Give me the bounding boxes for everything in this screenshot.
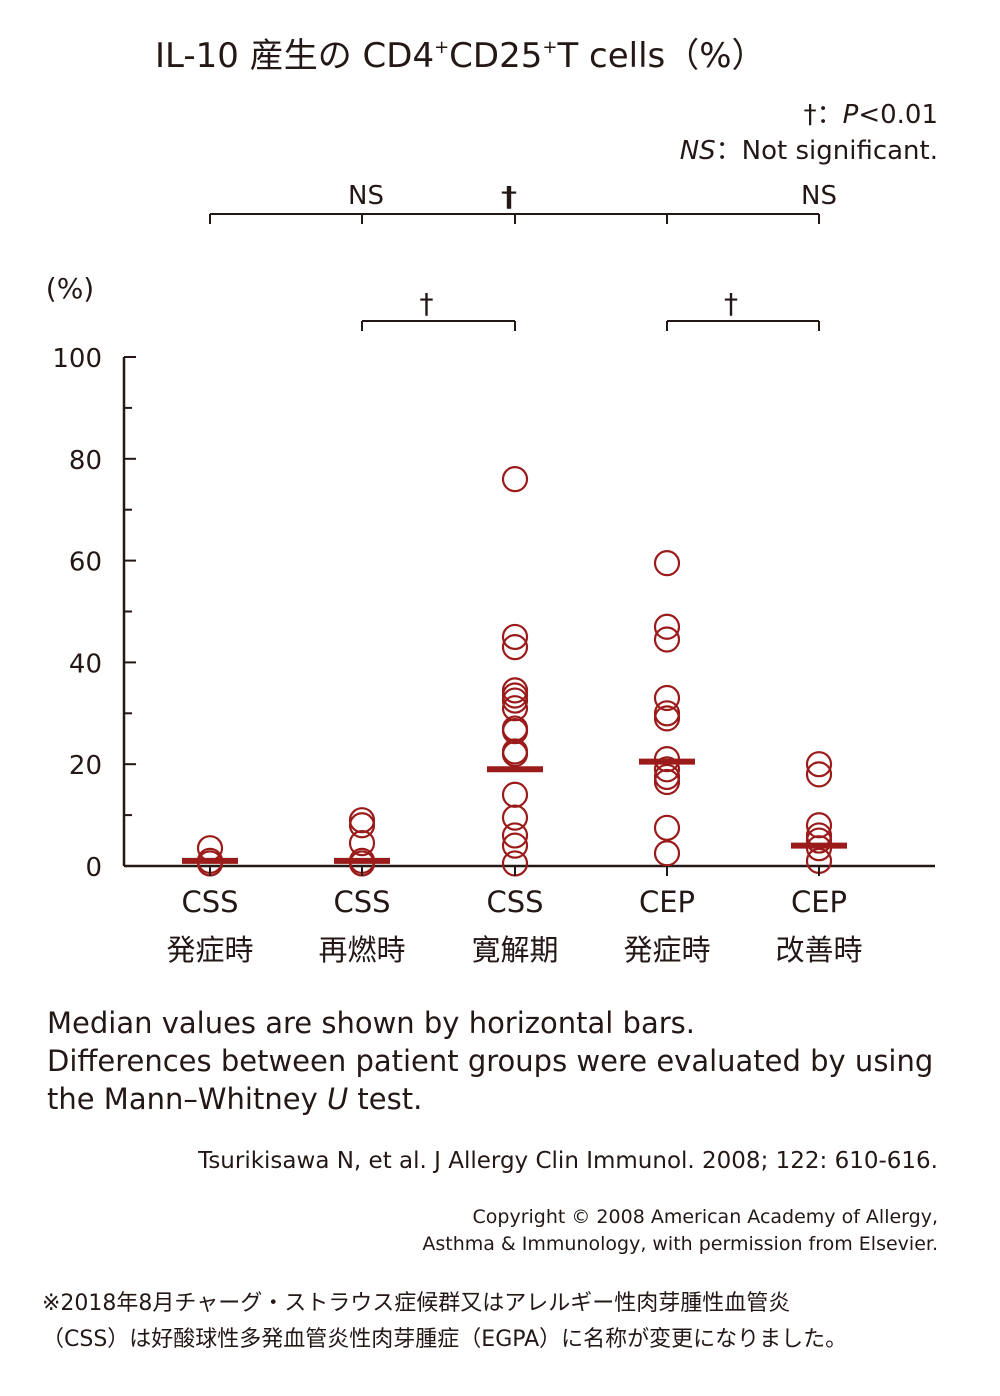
copyright-line-1: Copyright © 2008 American Academy of All…	[472, 1206, 938, 1228]
data-point	[653, 626, 681, 653]
bracket-label: NS	[348, 181, 384, 211]
y-tick-label: 40	[69, 649, 102, 679]
data-point	[501, 781, 529, 808]
x-category-labels: CSS 発症時 CSS 再燃時 CSS 寛解期 CEP 発症時 CEP 改善時	[166, 866, 863, 967]
title-sup-2: +	[542, 37, 558, 58]
title-part-1: IL-10 産生の CD4	[155, 36, 435, 76]
bracket-label: †	[724, 287, 738, 320]
data-point	[501, 715, 529, 742]
legend-dagger-p: P	[842, 100, 859, 130]
legend-dagger-sep: ：	[816, 100, 843, 130]
x-label-line-1: CSS	[333, 885, 390, 919]
x-label-line-1: CEP	[639, 885, 695, 919]
data-point	[805, 761, 833, 788]
data-point	[501, 677, 529, 704]
note-line-3-post: test.	[348, 1082, 423, 1116]
data-point	[501, 634, 529, 661]
x-label-line-2: 改善時	[775, 933, 862, 967]
y-tick-label: 80	[69, 446, 102, 476]
bracket-label: †	[503, 180, 517, 213]
legend-ns-text: Not significant.	[741, 136, 938, 166]
x-label-line-1: CSS	[181, 885, 238, 919]
legend-ns: NS：Not significant.	[680, 130, 938, 167]
data-point	[653, 550, 681, 577]
y-tick-label: 60	[69, 548, 102, 578]
data-point	[653, 684, 681, 712]
chart-title: IL-10 産生の CD4+CD25+T cells（%）	[155, 28, 766, 77]
legend-dagger: †：P<0.01	[804, 94, 938, 131]
copyright-line-2: Asthma & Immunology, with permission fro…	[422, 1233, 938, 1255]
x-label-line-2: 発症時	[166, 933, 253, 967]
data-point	[653, 756, 681, 783]
axes: 0 20 40 60 80 100	[52, 344, 935, 883]
legend-ns-sep: ：	[715, 136, 742, 166]
x-label-line-2: 寛解期	[471, 933, 558, 967]
bracket-label: NS	[801, 181, 837, 211]
data-point	[653, 840, 681, 867]
x-label-line-2: 発症時	[623, 933, 710, 967]
data-point	[348, 812, 376, 839]
note-line-2: Differences between patient groups were …	[47, 1044, 934, 1078]
data-point	[501, 466, 529, 493]
note-line-3-pre: the Mann–Whitney	[47, 1082, 327, 1116]
citation: Tsurikisawa N, et al. J Allergy Clin Imm…	[198, 1148, 938, 1174]
footnote-line-1: ※2018年8月チャーグ・ストラウス症候群又はアレルギー性肉芽腫性血管炎	[42, 1291, 791, 1316]
data-point	[501, 832, 529, 859]
data-point	[805, 751, 833, 778]
y-tick-label: 20	[69, 751, 102, 781]
data-point	[653, 700, 681, 727]
title-part-3: T cells（%）	[557, 36, 766, 76]
y-axis-unit-label: (%)	[46, 272, 94, 305]
bracket-label: †	[420, 287, 434, 320]
footnote: ※2018年8月チャーグ・ストラウス症候群又はアレルギー性肉芽腫性血管炎 （CS…	[42, 1286, 847, 1358]
x-label-line-1: CSS	[486, 885, 543, 919]
title-part-2: CD25	[449, 36, 543, 76]
copyright-notice: Copyright © 2008 American Academy of All…	[422, 1204, 938, 1258]
data-point	[805, 812, 833, 839]
data-point	[348, 807, 376, 834]
median-bars	[182, 758, 847, 864]
y-tick-label: 0	[85, 853, 102, 883]
data-point	[501, 804, 529, 831]
bracket-label: †	[501, 180, 515, 213]
data-point	[501, 623, 529, 651]
data-points	[196, 466, 833, 877]
legend-dagger-symbol: †	[803, 100, 817, 130]
data-point	[501, 822, 529, 849]
title-sup-1: +	[434, 37, 450, 58]
legend-ns-abbrev: NS	[679, 136, 716, 166]
data-point	[653, 763, 681, 791]
data-point	[653, 814, 681, 841]
legend-dagger-threshold: <0.01	[858, 100, 938, 130]
x-label-line-2: 再燃時	[318, 933, 405, 967]
data-point	[653, 613, 681, 640]
x-label-line-1: CEP	[791, 885, 847, 919]
note-line-3-u: U	[326, 1082, 349, 1116]
y-tick-label: 100	[52, 344, 102, 374]
note-line-1: Median values are shown by horizontal ba…	[47, 1006, 695, 1040]
methods-note: Median values are shown by horizontal ba…	[47, 1004, 933, 1118]
significance-brackets: NS †† NS† †	[209, 180, 837, 331]
footnote-line-2: （CSS）は好酸球性多発血管炎性肉芽腫症（EGPA）に名称が変更になりました。	[42, 1327, 848, 1352]
note-line-3: the Mann–Whitney U test.	[47, 1080, 933, 1118]
data-point	[501, 695, 529, 722]
